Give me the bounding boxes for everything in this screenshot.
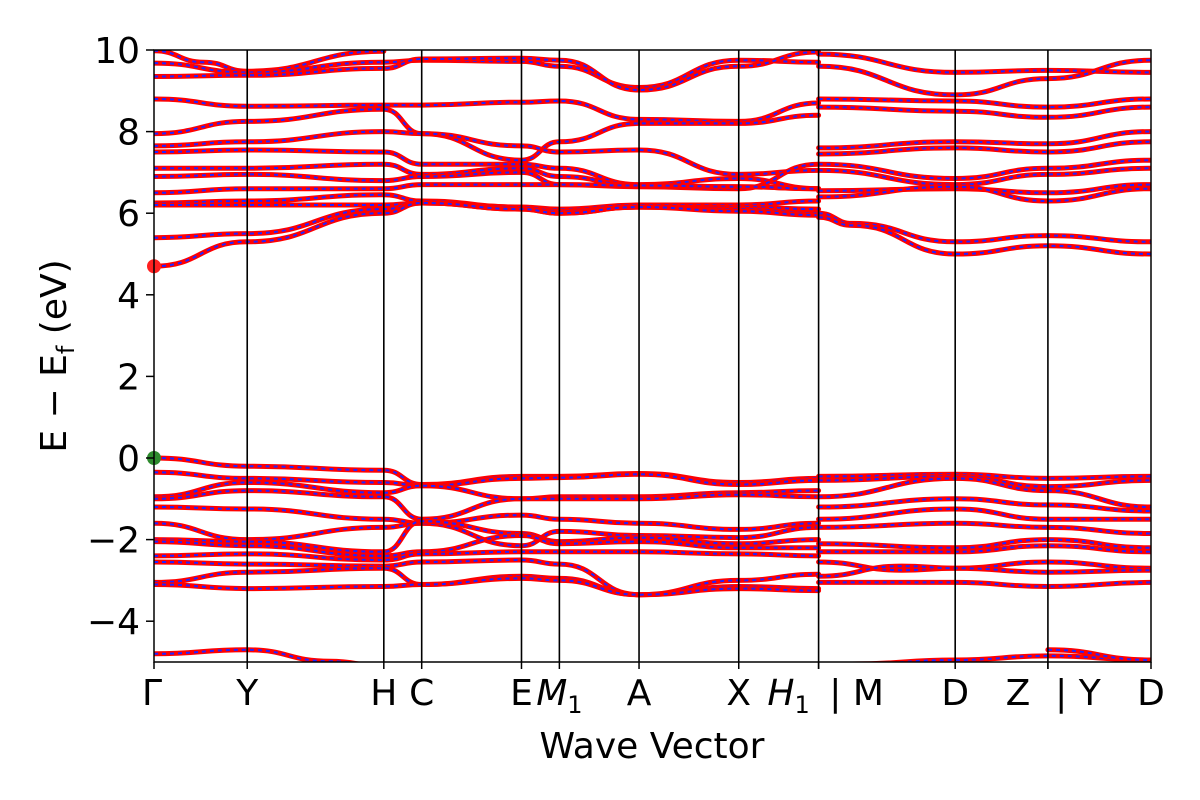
x-tick-label-6: A — [627, 673, 652, 714]
x-tick-label-10: D — [941, 673, 969, 714]
plot-frame — [153, 49, 1152, 663]
band-line-dash-29 — [154, 489, 819, 521]
band-line-30 — [154, 504, 822, 532]
x-axis-title: Wave Vector — [540, 726, 765, 767]
x-tick-label-9: | M — [829, 673, 884, 714]
y-tick-label-5: 6 — [117, 194, 140, 235]
band-line-dash-46 — [818, 544, 1151, 553]
band-line-dash-18 — [818, 130, 1151, 149]
band-line-dash-50 — [889, 654, 1151, 662]
band-line-dash-34 — [154, 550, 819, 562]
band-line-dash-21 — [818, 167, 1151, 186]
band-lines — [154, 50, 1151, 662]
x-tick-label-12: | Y — [1055, 673, 1102, 714]
x-tick-label-8: H1 — [767, 673, 809, 719]
x-tick-label-13: D — [1137, 673, 1165, 714]
band-line-3 — [154, 96, 822, 124]
band-line-dash-38 — [154, 648, 354, 662]
band-line-dash-19 — [818, 140, 1151, 155]
x-tick-label-4: E — [510, 673, 533, 714]
band-line-dash-15 — [818, 59, 1151, 96]
band-line-dash-44 — [818, 522, 1151, 535]
x-tick-label-5: M1 — [536, 673, 582, 719]
y-tick-label-7: 10 — [94, 31, 140, 72]
y-tick-label-2: 0 — [117, 439, 140, 480]
y-tick-label-6: 8 — [117, 113, 140, 154]
band-line-dash-47 — [818, 560, 1151, 572]
band-line-44 — [816, 520, 1151, 536]
y-tick-label-0: −4 — [87, 602, 140, 643]
y-axis-title: E − Ef (eV) — [34, 259, 80, 452]
band-line-dash-9 — [154, 183, 819, 194]
band-line-dash-16 — [818, 98, 1151, 109]
band-line-dash-32 — [154, 520, 819, 553]
band-line-dash-13 — [154, 201, 819, 268]
x-tick-label-1: Y — [235, 673, 259, 714]
y-axis-ticks: −4 −2 0 2 4 6 8 10 — [87, 31, 154, 643]
band-line-dash-24 — [818, 212, 1151, 243]
kpoint-divider-lines — [246, 50, 1049, 662]
y-tick-label-4: 4 — [117, 276, 140, 317]
band-line-31 — [154, 520, 822, 549]
band-line-4 — [154, 106, 822, 163]
band-line-dash-41 — [818, 477, 1151, 508]
x-tick-label-2: H — [370, 673, 397, 714]
band-line-dash-40 — [818, 475, 1151, 488]
band-line-dash-4 — [154, 108, 819, 162]
band-line-dash-49 — [818, 581, 1151, 588]
band-line-dash-20 — [818, 159, 1151, 180]
band-line-15 — [816, 57, 1151, 98]
band-line-dash-25 — [818, 216, 1151, 256]
band-line-dash-33 — [154, 534, 819, 557]
band-line-dash-35 — [154, 558, 819, 596]
y-tick-label-1: −2 — [87, 521, 140, 562]
x-tick-label-11: Z — [1006, 673, 1031, 714]
y-tick-label-3: 2 — [117, 357, 140, 398]
band-line-dash-45 — [818, 538, 1151, 549]
band-line-dash-37 — [154, 577, 819, 596]
band-line-dash-30 — [154, 506, 819, 531]
band-line-dash-23 — [818, 185, 1151, 203]
x-tick-label-0: Γ — [142, 673, 162, 714]
band-line-dash-42 — [818, 497, 1151, 512]
x-tick-label-7: X — [726, 673, 751, 714]
band-line-dash-48 — [818, 565, 1151, 578]
band-line-dash-0 — [154, 50, 384, 73]
band-line-dash-51 — [1047, 648, 1151, 661]
x-tick-label-3: C — [409, 673, 434, 714]
band-line-dash-43 — [818, 507, 1151, 521]
band-line-dash-39 — [818, 473, 1151, 480]
band-line-dash-17 — [818, 106, 1151, 119]
